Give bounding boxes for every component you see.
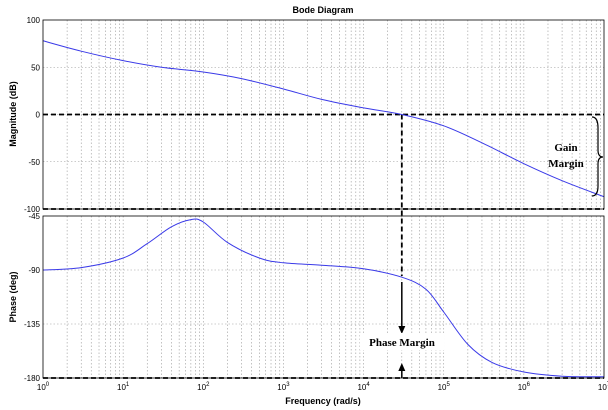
y-tick-label: 0 [36,111,41,120]
arrowhead-up [398,363,406,371]
arrowhead-down [398,326,406,334]
y-tick-label: -135 [24,320,41,329]
chart-title: Bode Diagram [292,5,353,15]
phase-ylabel: Phase (deg) [8,271,18,322]
gain-margin-label-line2: Margin [548,158,583,170]
x-tick-label: 102 [197,382,210,392]
y-tick-label: -100 [24,205,41,214]
margin-guides [43,113,604,379]
y-tick-label: -45 [28,212,40,221]
x-tick-label: 107 [598,382,608,392]
phase-margin-label: Phase Margin [369,337,435,349]
x-tick-label: 104 [357,382,370,392]
y-tick-label: -180 [24,374,41,383]
x-tick-label: 101 [117,382,130,392]
y-tick-label: 100 [27,16,41,25]
y-tick-labels: 100 50 0 -50 -100-45 -90 -135 -180 [24,16,41,383]
series-curves [42,40,605,378]
gain-margin-brace [591,116,604,197]
y-tick-label: 50 [31,63,40,72]
y-tick-label: -50 [28,158,40,167]
y-tick-label: -90 [28,266,40,275]
x-tick-label: 100 [37,382,50,392]
magnitude-curve [42,40,605,198]
x-axis-label: Frequency (rad/s) [285,396,361,406]
x-tick-label: 105 [438,382,451,392]
x-tick-label: 106 [518,382,531,392]
x-tick-labels: 100 101 102 103 104 105 106 107 [37,382,608,392]
phase-grid [43,216,604,378]
x-tick-label: 103 [277,382,290,392]
magnitude-ylabel: Magnitude (dB) [8,81,18,147]
phase-margin-label-background [360,333,444,350]
magnitude-frame [42,19,605,210]
gain-margin-label-line1: Gain [554,142,577,154]
phase-curve [42,218,605,378]
phase-frame [42,215,605,379]
